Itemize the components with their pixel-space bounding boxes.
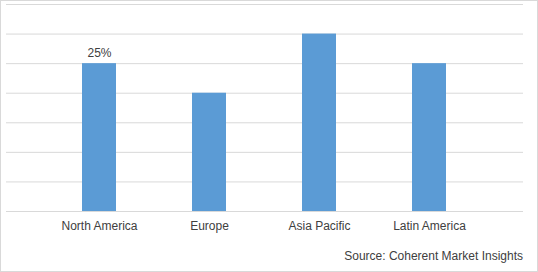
svg-text:25%: 25% bbox=[87, 46, 111, 60]
svg-text:North America: North America bbox=[61, 219, 137, 233]
svg-text:Asia Pacific: Asia Pacific bbox=[288, 219, 350, 233]
html-text:Source: Coherent Market Insigh: Source: Coherent Market Insights bbox=[344, 249, 523, 263]
svg-text:Europe: Europe bbox=[190, 219, 229, 233]
svg-text:Latin America: Latin America bbox=[393, 219, 466, 233]
